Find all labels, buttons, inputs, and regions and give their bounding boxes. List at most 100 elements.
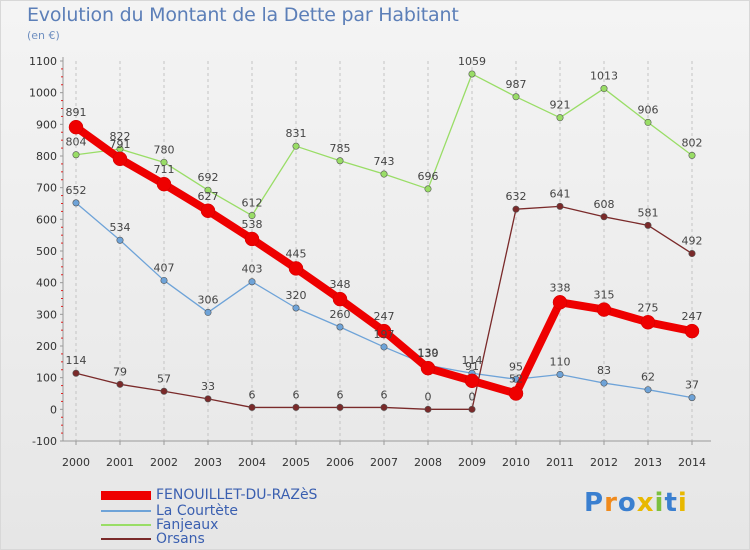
series-1-point: [644, 386, 652, 394]
legend-item-orsans: Orsans: [101, 531, 205, 547]
series-3-data-label: 6: [381, 388, 388, 401]
legend-label-la-courtete: La Courtète: [156, 503, 239, 519]
series-3-data-label: 492: [682, 235, 703, 248]
series-2-data-label: 785: [330, 142, 351, 155]
series-0-data-label: 247: [682, 310, 703, 323]
series-2-point: [72, 151, 80, 159]
y-tick-label: 0: [50, 403, 57, 416]
y-tick-label: -100: [32, 435, 57, 448]
series-2-data-label: 987: [506, 78, 527, 91]
series-3-data-label: 608: [594, 198, 615, 211]
series-0-data-label: 315: [594, 289, 615, 302]
series-3-point: [556, 202, 564, 210]
series-1-data-label: 37: [685, 379, 699, 392]
legend-item-fenouillet: FENOUILLET-DU-RAZèS: [101, 487, 317, 503]
series-0-point: [420, 360, 436, 376]
series-0-point: [112, 151, 128, 167]
series-2-data-label: 822: [110, 130, 131, 143]
series-0-data-label: 247: [374, 310, 395, 323]
x-tick-label: 2012: [590, 456, 618, 469]
x-tick-label: 2014: [678, 456, 706, 469]
series-3-data-label: 0: [425, 390, 432, 403]
series-3-data-label: 0: [469, 390, 476, 403]
series-1-point: [160, 276, 168, 284]
series-0-data-label: 348: [330, 278, 351, 291]
series-0-point: [332, 291, 348, 307]
series-0-data-label: 538: [242, 218, 263, 231]
x-tick-label: 2003: [194, 456, 222, 469]
series-2-point: [468, 70, 476, 78]
series-3-point: [380, 403, 388, 411]
series-2-data-label: 802: [682, 136, 703, 149]
series-1-data-label: 320: [286, 289, 307, 302]
series-0-point: [464, 373, 480, 389]
series-0-point: [376, 323, 392, 339]
y-tick-label: 1000: [29, 87, 57, 100]
y-tick-label: 600: [36, 213, 57, 226]
series-3-point: [644, 221, 652, 229]
series-1-point: [336, 323, 344, 331]
series-2-data-label: 831: [286, 127, 307, 140]
series-0-point: [552, 295, 568, 310]
series-2-data-label: 612: [242, 197, 263, 210]
series-3-data-label: 581: [638, 206, 659, 219]
series-2-data-label: 743: [374, 155, 395, 168]
series-2-point: [556, 114, 564, 122]
series-1-point: [204, 308, 212, 316]
y-tick-label: 700: [36, 182, 57, 195]
series-0-data-label: 627: [198, 190, 219, 203]
series-3-data-label: 632: [506, 190, 527, 203]
series-2-data-label: 1059: [458, 55, 486, 68]
series-1-point: [72, 199, 80, 207]
logo-letter: i: [654, 488, 665, 518]
chart-title: Evolution du Montant de la Dette par Hab…: [27, 4, 459, 26]
series-3-point: [688, 250, 696, 258]
series-2-data-label: 906: [638, 103, 659, 116]
series-1-point: [116, 236, 124, 244]
series-0-point: [596, 302, 612, 317]
series-0-point: [640, 315, 656, 330]
legend-label-fenouillet: FENOUILLET-DU-RAZèS: [156, 487, 318, 503]
series-1-data-label: 403: [242, 263, 263, 276]
series-2-point: [688, 151, 696, 159]
series-3-point: [116, 380, 124, 388]
series-0-data-label: 130: [418, 347, 439, 360]
series-3-point: [600, 213, 608, 221]
series-2-point: [204, 186, 212, 194]
logo-letter: x: [636, 488, 655, 518]
x-tick-label: 2009: [458, 456, 486, 469]
series-0-data-label: 445: [286, 247, 307, 260]
series-1-data-label: 139: [418, 346, 439, 359]
series-1-point: [600, 379, 608, 387]
proxiti-logo: Proxiti: [584, 488, 688, 518]
x-tick-label: 2004: [238, 456, 266, 469]
series-1-data-label: 652: [66, 184, 87, 197]
series-2-point: [424, 185, 432, 193]
series-1-data-label: 534: [110, 221, 131, 234]
series-3-data-label: 114: [66, 354, 87, 367]
series-0-point: [244, 231, 260, 247]
series-0-point: [288, 261, 304, 276]
legend-item-fanjeaux: Fanjeaux: [101, 517, 218, 533]
series-2-data-label: 1013: [590, 70, 618, 83]
y-tick-label: 100: [36, 372, 57, 385]
series-2-point: [380, 170, 388, 178]
series-1-point: [556, 370, 564, 378]
y-tick-label: 800: [36, 150, 57, 163]
series-2-point: [644, 118, 652, 126]
series-3-data-label: 6: [293, 388, 300, 401]
series-2-point: [512, 93, 520, 101]
series-0-data-label: 91: [465, 360, 479, 373]
x-tick-label: 2002: [150, 456, 178, 469]
series-0-data-label: 711: [154, 163, 175, 176]
series-3-point: [292, 403, 300, 411]
series-lines: [68, 70, 700, 413]
series-1-data-label: 83: [597, 364, 611, 377]
series-2-data-label: 696: [418, 170, 439, 183]
series-1-data-label: 95: [509, 360, 523, 373]
series-3-data-label: 79: [113, 365, 127, 378]
y-tick-label: 900: [36, 118, 57, 131]
series-2-point: [248, 212, 256, 220]
series-0-point: [508, 386, 524, 401]
legend-swatch-orsans: [101, 538, 151, 540]
